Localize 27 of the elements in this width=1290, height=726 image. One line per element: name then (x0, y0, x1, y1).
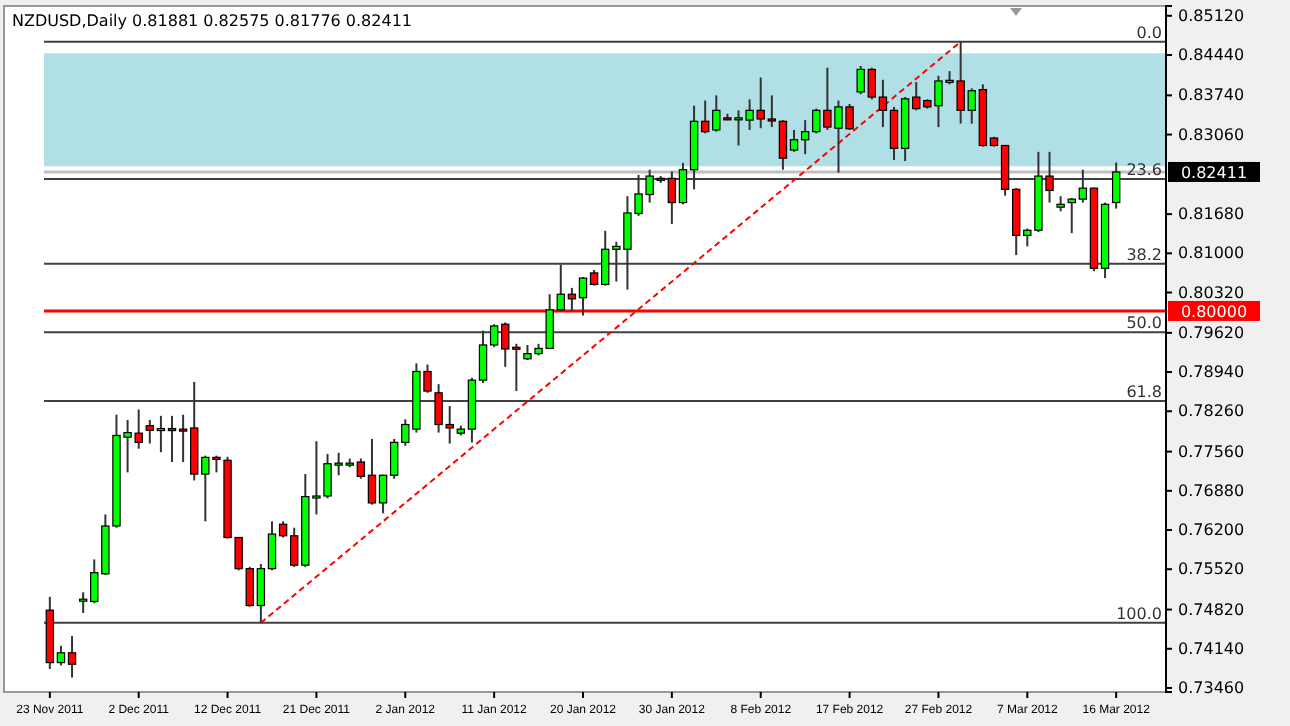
y-tick-label: 0.81000 (1178, 244, 1245, 263)
y-tick-label: 0.80320 (1178, 283, 1245, 302)
y-tick-label: 0.77560 (1178, 442, 1245, 461)
chart-title: NZDUSD,Daily 0.81881 0.82575 0.81776 0.82411 (12, 12, 413, 30)
y-tick-label: 0.74820 (1178, 600, 1245, 619)
annotation: 100.0 (1116, 604, 1162, 623)
annotation: 50.0 (1126, 314, 1162, 333)
y-tick-label: 0.81680 (1178, 205, 1245, 224)
annotation: 61.8 (1126, 382, 1162, 401)
y-tick-label: 0.73460 (1178, 679, 1245, 698)
candlestick (1111, 161, 1121, 210)
y-tick-label: 0.75520 (1178, 560, 1245, 579)
ref-line-label: 0.80000 (1180, 302, 1248, 321)
annotation: 38.2 (1126, 245, 1162, 264)
y-tick-label: 0.76200 (1178, 521, 1245, 540)
y-tick-label: 0.76880 (1178, 481, 1245, 500)
ref-line-label: 0.82411 (1180, 163, 1248, 182)
y-tick-label: 0.79620 (1178, 323, 1245, 342)
y-tick-label: 0.83740 (1178, 86, 1245, 105)
annotation: 0.0 (1136, 23, 1162, 42)
annotation: 23.6 (1126, 160, 1162, 179)
y-tick-label: 0.74140 (1178, 639, 1245, 658)
y-tick-label: 0.83060 (1178, 125, 1245, 144)
y-tick-label: 0.78940 (1178, 363, 1245, 382)
y-tick-label: 0.84440 (1178, 46, 1245, 65)
y-tick-label: 0.85120 (1178, 6, 1245, 25)
y-tick-label: 0.78260 (1178, 402, 1245, 421)
